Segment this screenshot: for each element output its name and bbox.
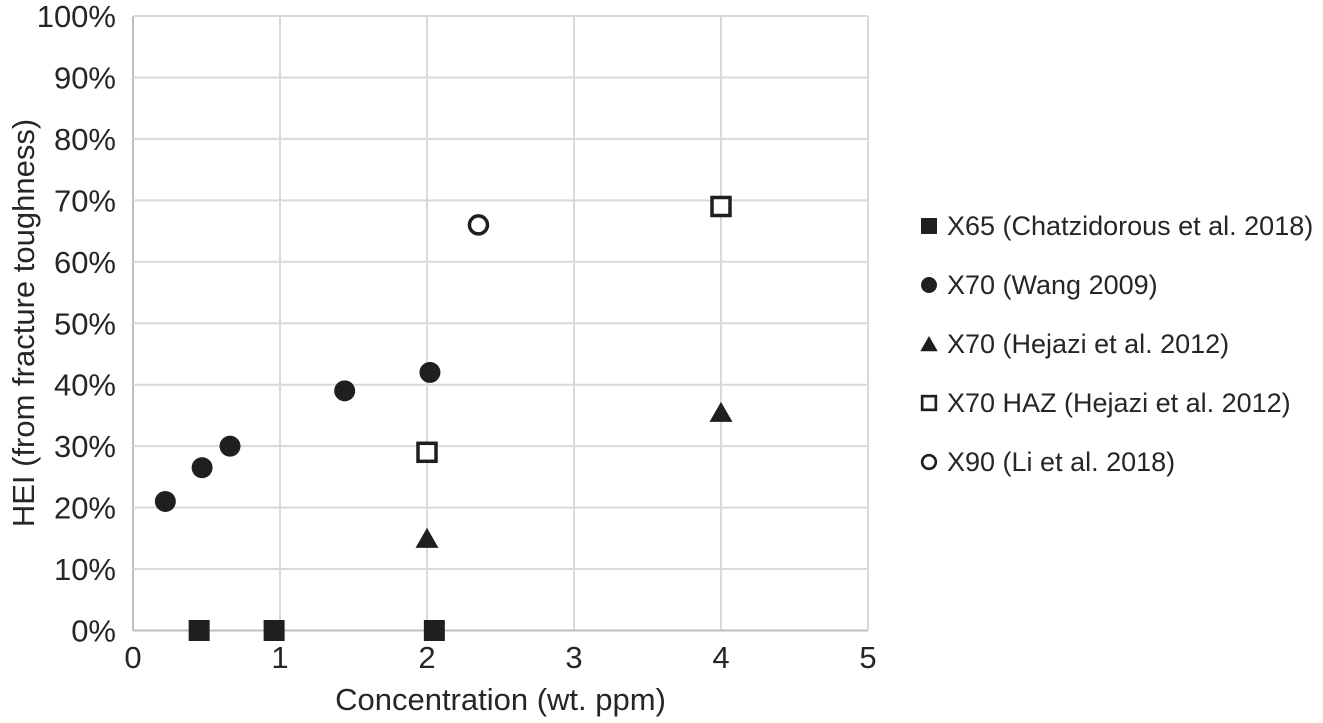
y-tick-label: 30% bbox=[54, 429, 116, 464]
legend-item: X70 HAZ (Hejazi et al. 2012) bbox=[918, 386, 1313, 420]
y-axis-title: HEI (from fracture toughness) bbox=[6, 118, 41, 528]
marker-open-square bbox=[710, 195, 732, 218]
x-tick-label: 0 bbox=[124, 640, 141, 675]
marker-open-square bbox=[416, 441, 438, 464]
marker-filled-square bbox=[263, 620, 285, 641]
y-tick-label: 20% bbox=[54, 491, 116, 526]
legend-item-label: X70 HAZ (Hejazi et al. 2012) bbox=[947, 387, 1291, 418]
series-filled-square bbox=[188, 620, 445, 641]
legend-marker-icon bbox=[921, 277, 937, 293]
x-tick-label: 2 bbox=[418, 640, 435, 675]
legend-marker-icon bbox=[920, 336, 938, 352]
y-tick-label: 70% bbox=[54, 183, 116, 218]
marker-filled-square bbox=[188, 620, 210, 641]
marker-filled-circle bbox=[154, 490, 176, 512]
x-tick-label: 1 bbox=[271, 640, 288, 675]
y-tick-label: 80% bbox=[54, 122, 116, 157]
marker-filled-circle bbox=[334, 380, 356, 402]
x-tick-label: 4 bbox=[712, 640, 729, 675]
legend-item: X70 (Wang 2009) bbox=[918, 268, 1313, 302]
series-open-square bbox=[416, 195, 732, 464]
series-filled-triangle bbox=[415, 401, 733, 548]
legend-marker-icon bbox=[920, 453, 938, 471]
series-filled-circle bbox=[154, 361, 441, 512]
legend-item-label: X65 (Chatzidorous et al. 2018) bbox=[947, 210, 1314, 241]
legend-item: X65 (Chatzidorous et al. 2018) bbox=[918, 209, 1313, 243]
legend-item-label: X90 (Li et al. 2018) bbox=[947, 446, 1176, 477]
legend-marker-icon bbox=[920, 394, 938, 412]
legend-item: X90 (Li et al. 2018) bbox=[918, 445, 1313, 479]
marker-filled-triangle bbox=[920, 336, 938, 352]
legend: X65 (Chatzidorous et al. 2018) X70 (Wang … bbox=[918, 209, 1313, 479]
y-tick-label: 50% bbox=[54, 306, 116, 341]
legend-item-label: X70 (Hejazi et al. 2012) bbox=[947, 328, 1230, 359]
x-tick-label: 5 bbox=[859, 640, 876, 675]
marker-filled-triangle bbox=[709, 401, 733, 422]
y-tick-label: 0% bbox=[71, 614, 116, 649]
marker-filled-square bbox=[921, 218, 937, 234]
marker-filled-circle bbox=[921, 277, 937, 293]
marker-filled-square bbox=[423, 620, 445, 641]
legend-item-label: X70 (Wang 2009) bbox=[947, 269, 1158, 300]
marker-filled-circle bbox=[191, 457, 213, 479]
y-tick-label: 90% bbox=[54, 60, 116, 95]
marker-open-square bbox=[920, 394, 938, 412]
marker-filled-circle bbox=[219, 435, 241, 457]
marker-filled-circle bbox=[419, 361, 441, 383]
x-axis-title: Concentration (wt. ppm) bbox=[335, 682, 666, 717]
marker-open-circle bbox=[467, 214, 490, 236]
series-open-circle bbox=[467, 214, 490, 236]
marker-open-circle bbox=[920, 453, 938, 471]
legend-item: X70 (Hejazi et al. 2012) bbox=[918, 327, 1313, 361]
y-tick-label: 100% bbox=[37, 0, 116, 34]
y-tick-label: 60% bbox=[54, 245, 116, 280]
y-tick-label: 40% bbox=[54, 368, 116, 403]
x-tick-label: 3 bbox=[565, 640, 582, 675]
legend-marker-icon bbox=[921, 218, 937, 234]
marker-filled-triangle bbox=[415, 527, 439, 548]
y-tick-label: 10% bbox=[54, 552, 116, 587]
